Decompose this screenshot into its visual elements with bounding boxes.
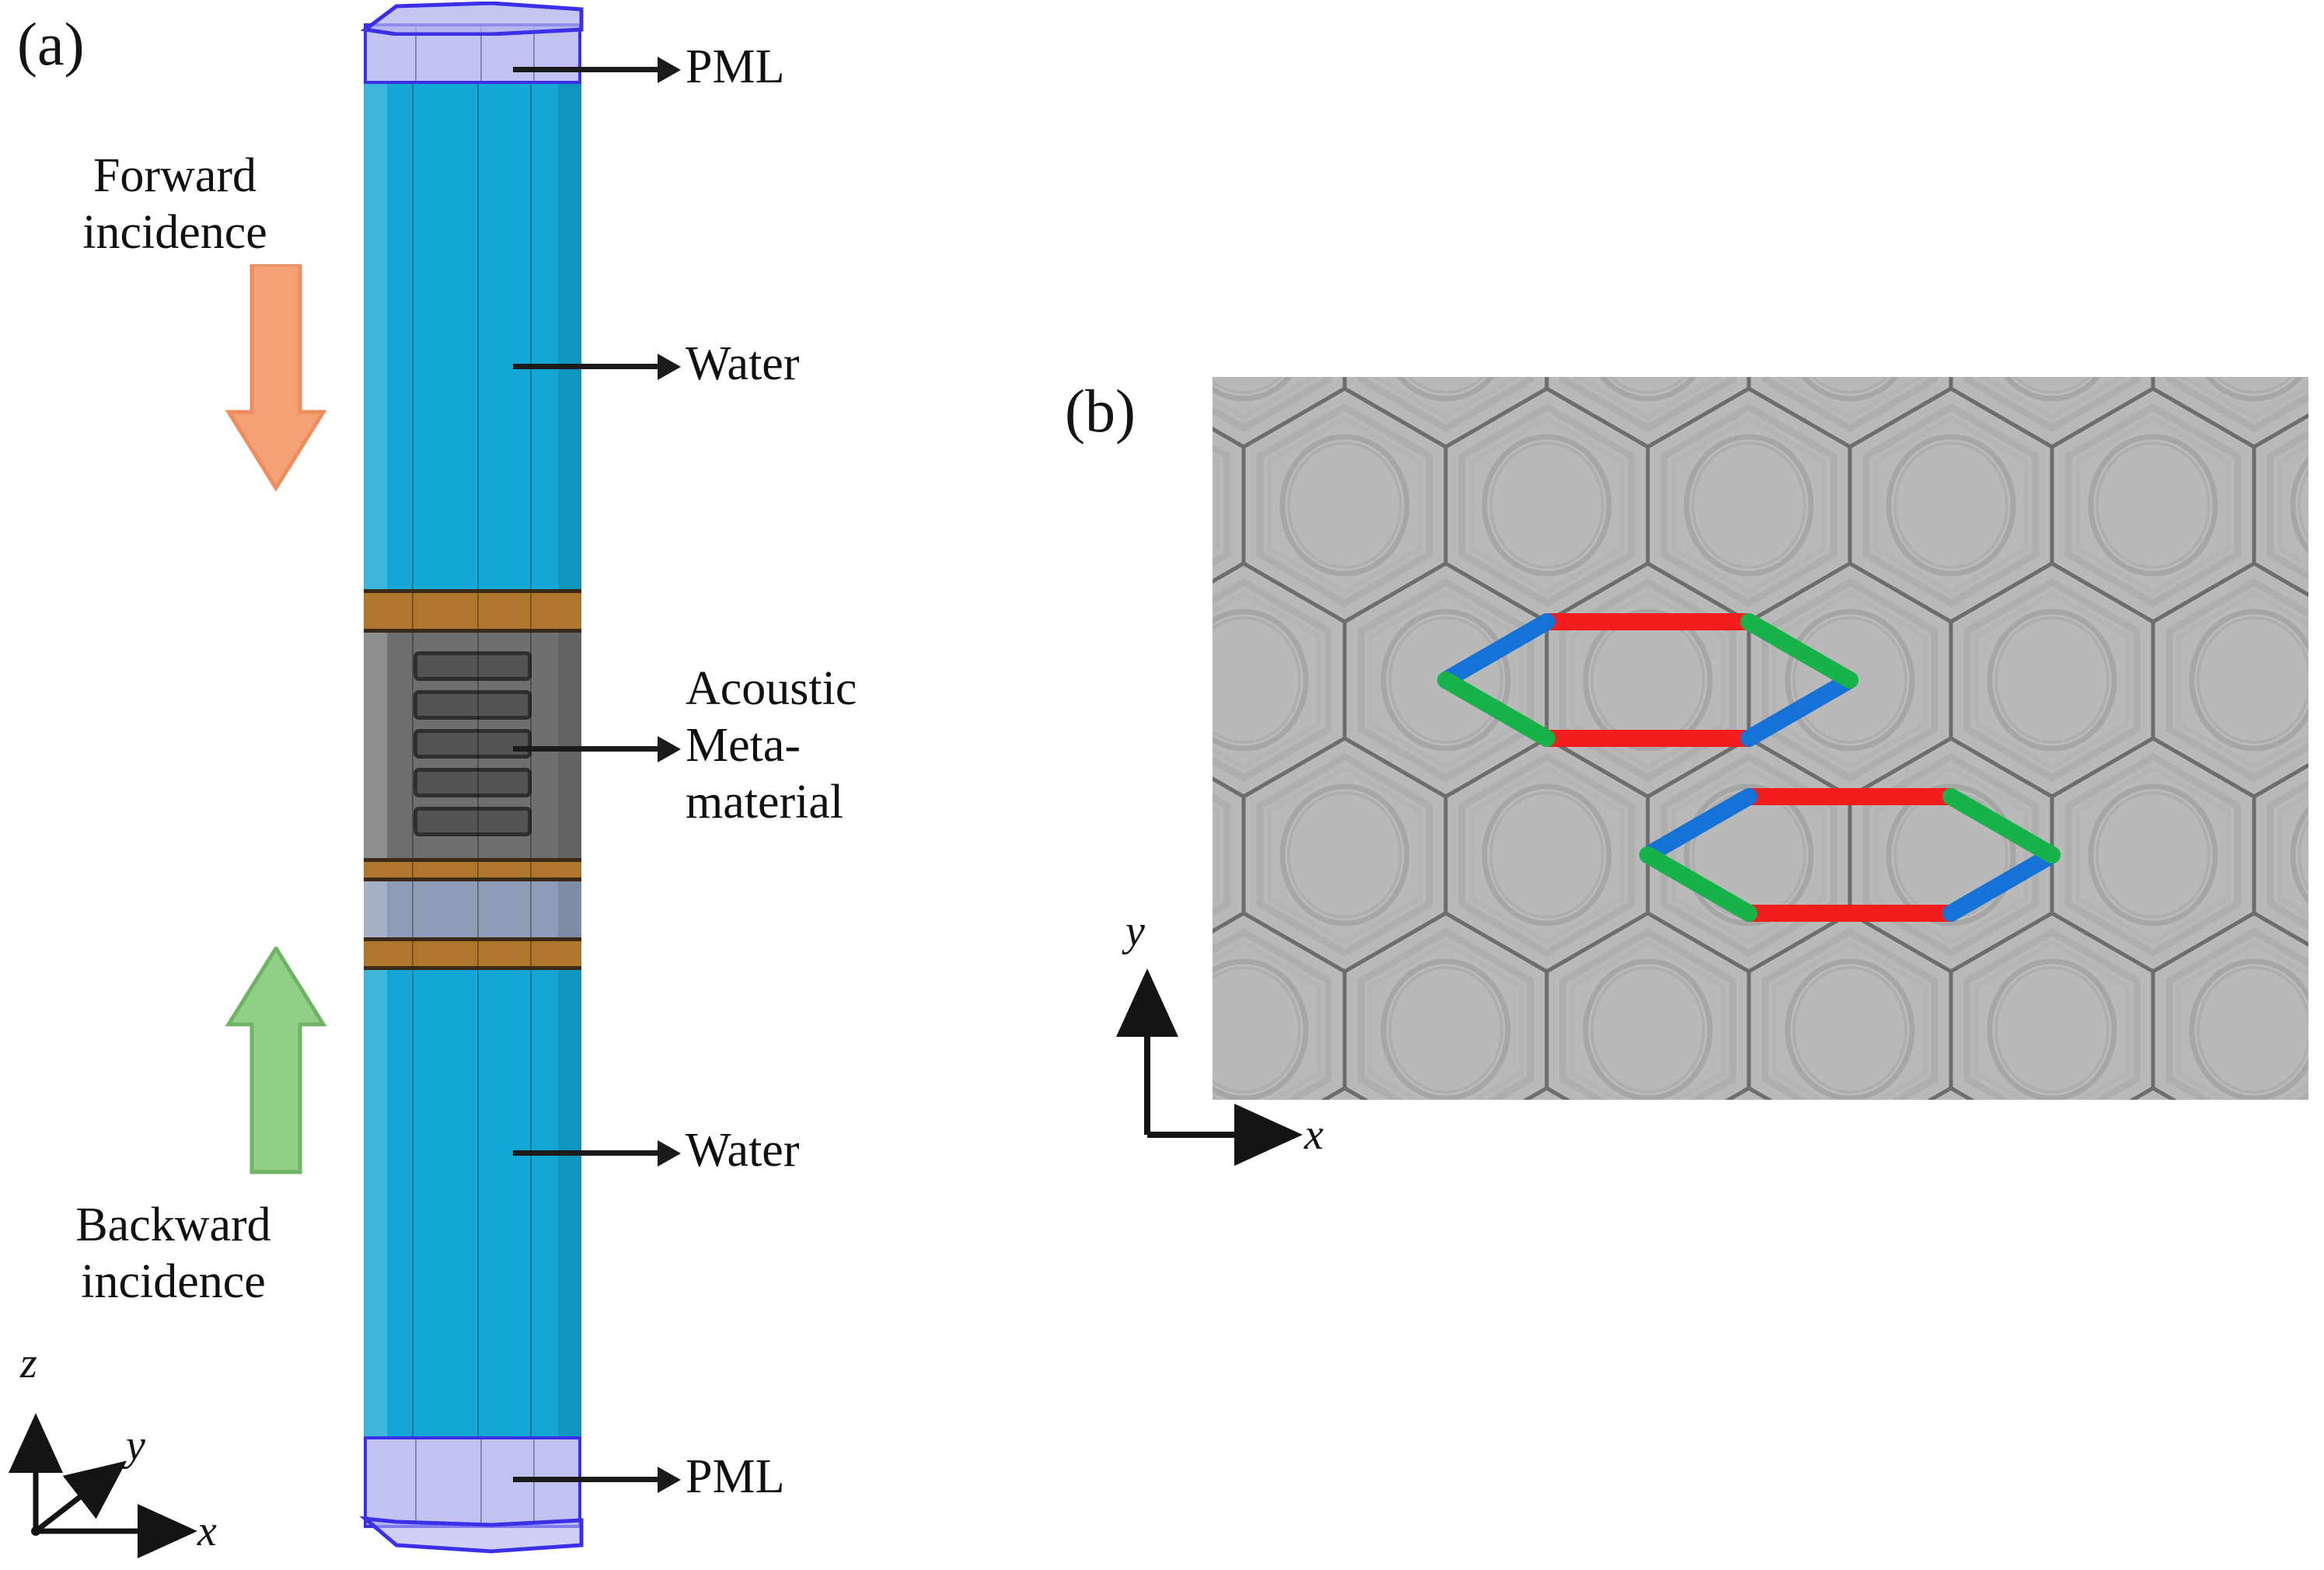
metamaterial-steel-band xyxy=(364,881,581,937)
label-metamaterial: Acoustic Meta- material xyxy=(686,662,857,829)
leader-water-top xyxy=(513,354,681,380)
axis-pair-2d: y x xyxy=(1111,894,1368,1189)
label-forward-incidence: Forward incidence xyxy=(82,149,267,260)
forward-incidence-arrow xyxy=(225,264,326,492)
leader-metamaterial xyxy=(513,736,681,762)
label-water-top: Water xyxy=(686,337,800,390)
axis-triad-3d: z y x xyxy=(8,1339,241,1562)
leader-pml-bottom xyxy=(513,1467,681,1493)
axis-label-x: x xyxy=(1304,1111,1324,1159)
metamaterial-slot xyxy=(414,768,532,797)
water-lower-block xyxy=(364,970,581,1436)
metamaterial-slot xyxy=(414,651,532,681)
axis-label-z: z xyxy=(20,1339,37,1387)
highlighted-hex-right xyxy=(1639,788,2061,922)
leader-pml-top xyxy=(513,57,681,83)
water-upper-block xyxy=(364,84,581,589)
pml-bottom-cap xyxy=(359,1516,584,1554)
pml-top-cap xyxy=(360,2,584,36)
label-pml-bottom: PML xyxy=(686,1450,785,1503)
metamaterial-orange-band-bottom xyxy=(364,937,581,970)
hex-lattice-map xyxy=(1213,377,2308,1100)
label-backward-incidence: Backward incidence xyxy=(75,1198,271,1309)
panel-a: (a) xyxy=(0,0,1010,1570)
highlighted-hex-left xyxy=(1437,613,1858,747)
panel-b-tag: (b) xyxy=(1065,377,1136,445)
backward-incidence-arrow xyxy=(225,947,326,1174)
panel-a-tag: (a) xyxy=(17,10,85,78)
metamaterial-slot xyxy=(414,729,532,759)
label-water-bottom: Water xyxy=(686,1124,800,1177)
panel-b: (b) xyxy=(1010,0,2324,1570)
axis-label-x: x xyxy=(197,1507,217,1555)
label-pml-top: PML xyxy=(686,40,785,93)
axis-label-y: y xyxy=(1125,907,1145,955)
leader-water-bottom xyxy=(513,1140,681,1167)
metamaterial-slot xyxy=(414,807,532,836)
metamaterial-slot xyxy=(414,690,532,720)
pml-bottom-block xyxy=(364,1436,581,1528)
metamaterial-orange-band-top xyxy=(364,589,581,633)
metamaterial-core-block xyxy=(364,633,581,858)
axis-label-y: y xyxy=(126,1422,145,1470)
metamaterial-orange-band-mid xyxy=(364,858,581,881)
